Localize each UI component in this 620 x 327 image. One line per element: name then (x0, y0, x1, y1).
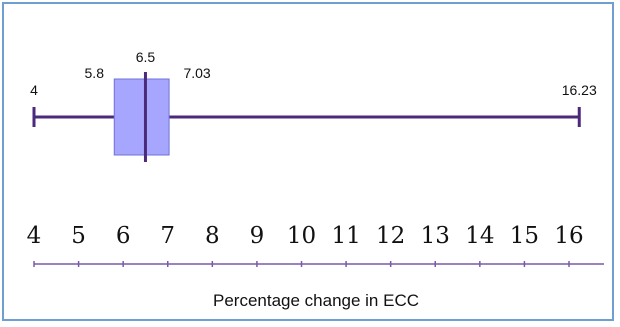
x-tick-label: 6 (116, 223, 131, 249)
x-tick-label: 5 (71, 223, 86, 249)
label-q3: 7.03 (183, 65, 210, 81)
x-axis: 4 5 6 7 8 9 10 11 12 13 14 15 16 (27, 223, 604, 267)
x-tick-label: 16 (554, 223, 583, 249)
label-max: 16.23 (562, 82, 597, 98)
x-tick-label: 12 (376, 223, 405, 249)
x-tick-label: 4 (27, 223, 42, 249)
interquartile-box (113, 78, 170, 156)
x-tick-label: 10 (287, 223, 316, 249)
label-q1: 5.8 (85, 65, 105, 81)
x-tick-label: 7 (160, 223, 175, 249)
x-tick-labels: 4 5 6 7 8 9 10 11 12 13 14 15 16 (27, 223, 584, 249)
label-min: 4 (30, 82, 38, 98)
label-median: 6.5 (136, 49, 156, 65)
x-tick-label: 9 (250, 223, 265, 249)
x-tick-label: 11 (331, 223, 360, 249)
box-plot: 4 5.8 6.5 7.03 16.23 (30, 49, 597, 162)
x-tick-label: 13 (421, 223, 450, 249)
x-axis-label: Percentage change in ECC (213, 291, 419, 310)
x-tick-marks (33, 261, 570, 267)
chart-frame (2, 2, 614, 321)
x-tick-label: 8 (205, 223, 220, 249)
x-tick-label: 15 (510, 223, 539, 249)
x-tick-label: 14 (465, 223, 494, 249)
